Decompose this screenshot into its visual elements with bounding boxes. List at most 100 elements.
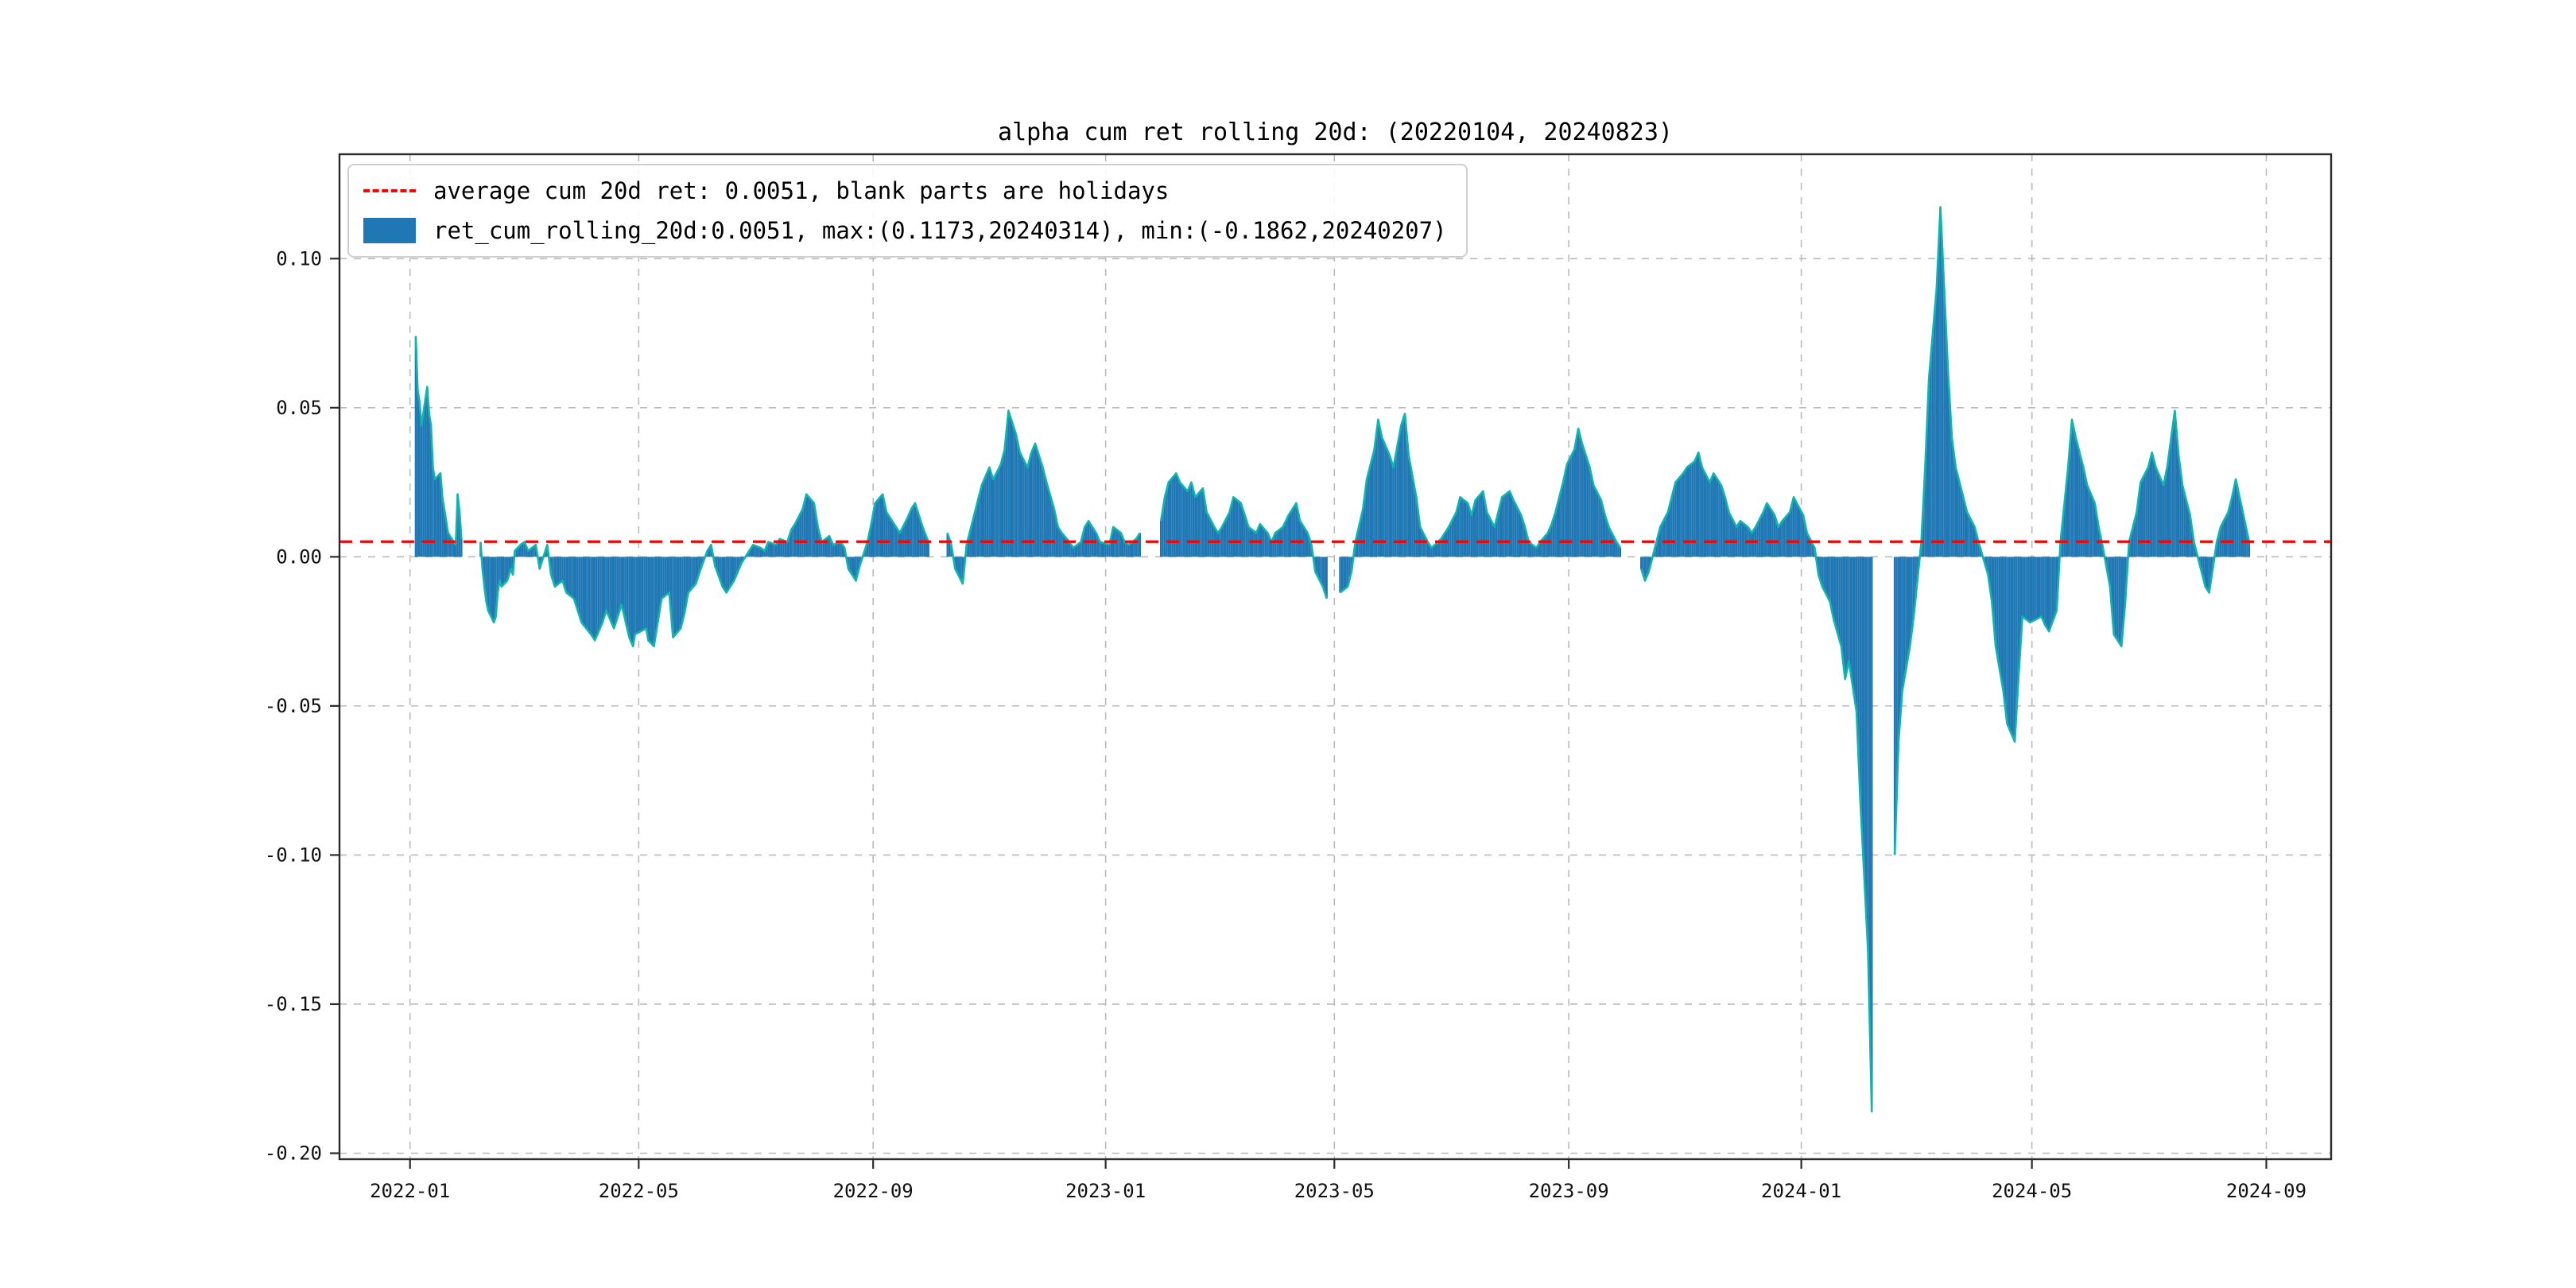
bar [1790, 504, 1793, 557]
bar [1713, 473, 1715, 557]
bar [504, 557, 506, 583]
bar [803, 502, 806, 557]
bar [1489, 519, 1492, 557]
bar [1321, 557, 1325, 587]
bar [1690, 464, 1692, 557]
bar [643, 557, 646, 630]
bar [695, 557, 697, 584]
bar [657, 557, 659, 623]
bar [740, 557, 743, 563]
bar [414, 336, 417, 557]
bar [1194, 497, 1197, 557]
bar [1005, 429, 1008, 557]
bar [596, 557, 598, 636]
bar [1748, 530, 1752, 557]
bar [1051, 502, 1053, 557]
bar [948, 538, 951, 557]
bar [1407, 455, 1410, 557]
bar [1497, 512, 1499, 557]
bar [1706, 478, 1709, 557]
bar [1848, 557, 1850, 661]
bar [1081, 534, 1084, 557]
bar [1950, 437, 1953, 557]
bar [418, 402, 421, 557]
bar [1459, 497, 1461, 557]
bar [2048, 557, 2050, 632]
bar [2178, 455, 2180, 557]
bar [1485, 512, 1488, 557]
bar [1590, 476, 1593, 557]
y-tick-label: -0.15 [265, 993, 322, 1015]
bar [721, 557, 724, 587]
x-tick-label: 2023-09 [1529, 1180, 1609, 1202]
bar [1514, 503, 1517, 557]
bar [1853, 557, 1856, 700]
bar [1834, 557, 1837, 627]
bar [1013, 429, 1015, 557]
bar [1038, 455, 1040, 557]
bar [1242, 509, 1244, 557]
bar [561, 557, 564, 581]
bar [1371, 456, 1374, 557]
bar [1867, 557, 1869, 951]
bar [1686, 467, 1688, 557]
bar [1474, 500, 1476, 557]
bar [1403, 413, 1406, 557]
bar [1567, 460, 1570, 557]
bar [1305, 530, 1307, 557]
bar [2233, 488, 2235, 557]
bar [786, 541, 789, 557]
bar [1907, 557, 1909, 658]
bar [1605, 521, 1608, 557]
bar [1787, 514, 1789, 557]
bar [1941, 248, 1944, 557]
bar [1028, 460, 1030, 557]
bar [889, 518, 891, 557]
bar [2073, 429, 2075, 557]
bar [647, 557, 650, 641]
bar [961, 557, 964, 584]
bar [1245, 521, 1248, 557]
bar [1093, 530, 1096, 557]
bar [739, 557, 741, 568]
bar [500, 557, 502, 587]
bar [487, 557, 490, 611]
bar [2040, 557, 2043, 617]
bar [1299, 521, 1302, 557]
bar [615, 557, 617, 623]
bar [2234, 479, 2237, 557]
bar [2082, 467, 2085, 557]
bar [1470, 514, 1473, 557]
bar [1106, 544, 1109, 557]
bar [1741, 522, 1744, 557]
bar [2054, 557, 2056, 616]
bar [878, 499, 880, 557]
bar [788, 536, 790, 557]
bar [2122, 557, 2124, 624]
bar [1368, 471, 1370, 557]
bar [1987, 557, 1989, 575]
bar [925, 537, 928, 557]
bar [533, 546, 535, 557]
bar [1504, 494, 1507, 557]
bar [2170, 439, 2172, 557]
bar [1364, 494, 1366, 557]
bar [1518, 511, 1520, 557]
bar [1729, 515, 1732, 557]
bar [515, 549, 518, 557]
bar [529, 549, 531, 557]
bar [1499, 504, 1502, 557]
bar [1556, 504, 1558, 557]
bar [1274, 533, 1277, 557]
bar [1480, 493, 1483, 557]
bar [485, 557, 487, 602]
bar [1243, 514, 1246, 557]
bar [1737, 524, 1740, 557]
bar [1271, 541, 1273, 557]
bar [2086, 485, 2089, 557]
bar [1039, 461, 1042, 557]
bar [1554, 512, 1557, 557]
bar [1377, 419, 1379, 557]
bar [1682, 473, 1685, 557]
bar [870, 524, 872, 557]
